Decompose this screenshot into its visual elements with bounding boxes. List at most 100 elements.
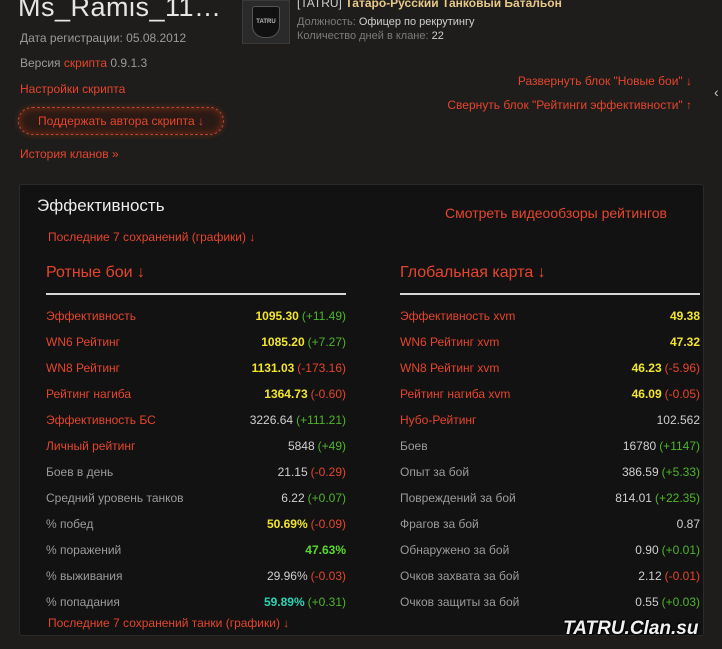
stat-row: Боев в день 21.15 (-0.29) [46, 459, 346, 485]
stat-value: 21.15 [277, 465, 308, 479]
stat-delta: (+5.33) [661, 465, 700, 479]
site-watermark: TATRU.Clan.su [563, 618, 699, 639]
stat-row: % попадания 59.89% (+0.31) [46, 589, 346, 615]
stat-label[interactable]: Эффективность БС [46, 413, 156, 427]
stat-delta: (+0.01) [661, 543, 700, 557]
stat-value: 5848 [287, 439, 315, 453]
company-divider [46, 293, 346, 295]
stat-value: 0.90 [635, 543, 659, 557]
stat-delta: (-0.09) [310, 517, 346, 531]
stat-row: % поражений 47.63% [46, 537, 346, 563]
global-map-title[interactable]: Глобальная карта ↓ [400, 264, 546, 281]
stat-label: Фрагов за бой [400, 517, 479, 531]
stat-label: Повреждений за бой [400, 491, 516, 505]
stat-delta: (-0.03) [310, 569, 346, 583]
stat-value: 1095.30 [255, 309, 299, 323]
stat-value: 49.38 [669, 309, 700, 323]
stat-delta: (+11.49) [301, 309, 346, 323]
stat-delta: (-5.96) [664, 361, 700, 375]
stat-label: Опыт за бой [400, 465, 470, 479]
stat-label[interactable]: Рейтинг нагиба xvm [400, 387, 511, 401]
stat-row: Средний уровень танков 6.22 (+0.07) [46, 485, 346, 511]
stat-row: Боев 16780 (+1147) [400, 433, 700, 459]
stat-label[interactable]: Личный рейтинг [46, 439, 136, 453]
expand-new-battles-link[interactable]: Развернуть блок "Новые бои" ↓ [517, 74, 692, 88]
player-name: Ms_Ramis_11… [18, 0, 222, 22]
stat-value: 1364.73 [264, 387, 308, 401]
stat-value: 47.32 [669, 335, 700, 349]
stat-delta: (+0.07) [307, 491, 346, 505]
stat-value: 1131.03 [251, 361, 295, 375]
stat-row: Очков защиты за бой 0.55 (+0.03) [400, 589, 700, 615]
stat-delta: (-173.16) [297, 361, 346, 375]
stat-row: WN8 Рейтинг xvm 46.23 (-5.96) [400, 355, 700, 381]
efficiency-title: Эффективность [37, 196, 165, 215]
stat-row: Очков захвата за бой 2.12 (-0.01) [400, 563, 700, 589]
chevron-left-icon: ‹ [714, 84, 719, 100]
stat-value: 814.01 [615, 491, 652, 505]
stat-label: Боев [400, 439, 428, 453]
stat-label[interactable]: Рейтинг нагиба [46, 387, 132, 401]
stat-label: % поражений [46, 543, 122, 557]
script-link[interactable]: скрипта [63, 56, 108, 70]
stat-row: Повреждений за бой 814.01 (+22.35) [400, 485, 700, 511]
stat-row: Эффективность xvm 49.38 [400, 303, 700, 329]
clan-emblem[interactable]: TATRU [242, 0, 290, 44]
clan-position: Должность: Офицер по рекрутингу [297, 16, 475, 28]
video-reviews-link[interactable]: Смотреть видеообзоры рейтингов [445, 205, 667, 221]
stat-label[interactable]: Нубо-Рейтинг [400, 413, 477, 427]
stat-delta: (+49) [317, 439, 346, 453]
clan-days: Количество дней в клане: 22 [297, 30, 444, 42]
stat-row: WN8 Рейтинг 1131.03 (-173.16) [46, 355, 346, 381]
stat-row: Эффективность 1095.30 (+11.49) [46, 303, 346, 329]
stat-row: Личный рейтинг 5848 (+49) [46, 433, 346, 459]
clan-shield-icon: TATRU [252, 6, 280, 38]
stat-row: Рейтинг нагиба xvm 46.09 (-0.05) [400, 381, 700, 407]
stat-label[interactable]: WN6 Рейтинг [46, 335, 121, 349]
script-settings-link[interactable]: Настройки скрипта [20, 82, 126, 96]
stat-label[interactable]: Эффективность [46, 309, 137, 323]
stat-value: 2.12 [638, 569, 662, 583]
stat-value: 29.96% [266, 569, 308, 583]
stat-label: % попадания [46, 595, 120, 609]
stat-value: 59.89% [263, 595, 305, 609]
stat-row: Опыт за бой 386.59 (+5.33) [400, 459, 700, 485]
clan-title[interactable]: [TATRU] Татаро-Русский Танковый Батальон [297, 0, 562, 10]
last-saves-charts-link[interactable]: Последние 7 сохранений (графики) ↓ [48, 230, 256, 244]
registration-date: Дата регистрации: 05.08.2012 [20, 31, 187, 45]
stat-row: Обнаружено за бой 0.90 (+0.01) [400, 537, 700, 563]
stat-label[interactable]: Эффективность xvm [400, 309, 516, 323]
stat-delta: (+0.03) [661, 595, 700, 609]
collapse-ratings-link[interactable]: Свернуть блок "Рейтинги эффективности" ↑ [447, 98, 692, 112]
stat-row: % побед 50.69% (-0.09) [46, 511, 346, 537]
stat-value: 46.23 [631, 361, 662, 375]
support-author-button[interactable]: Поддержать автора скрипта ↓ [18, 107, 224, 135]
stat-delta: (-0.01) [664, 569, 700, 583]
stat-row: Нубо-Рейтинг 102.562 [400, 407, 700, 433]
stat-label: Очков защиты за бой [400, 595, 520, 609]
stat-label: % выживания [46, 569, 123, 583]
efficiency-panel [19, 184, 704, 636]
clan-history-link[interactable]: История кланов » [20, 147, 119, 161]
stat-label[interactable]: WN6 Рейтинг xvm [400, 335, 500, 349]
stat-value: 46.09 [631, 387, 662, 401]
stat-value: 0.87 [676, 517, 700, 531]
last-saves-tanks-charts-link[interactable]: Последние 7 сохранений танки (графики) ↓ [48, 616, 290, 630]
clan-tag: [TATRU] [297, 0, 342, 10]
stat-label[interactable]: WN8 Рейтинг xvm [400, 361, 500, 375]
stat-label: Средний уровень танков [46, 491, 184, 505]
stat-label: Обнаружено за бой [400, 543, 510, 557]
stat-label: Боев в день [46, 465, 114, 479]
stat-row: Рейтинг нагиба 1364.73 (-0.60) [46, 381, 346, 407]
stat-label: Очков захвата за бой [400, 569, 520, 583]
stat-row: Эффективность БС 3226.64 (+111.21) [46, 407, 346, 433]
stat-value: 6.22 [281, 491, 305, 505]
stat-row: WN6 Рейтинг xvm 47.32 [400, 329, 700, 355]
stat-delta: (-0.60) [310, 387, 346, 401]
stat-label[interactable]: WN8 Рейтинг [46, 361, 121, 375]
stat-value: 47.63% [305, 543, 346, 557]
company-battles-title[interactable]: Ротные бои ↓ [46, 264, 145, 281]
script-version: Версия скрипта 0.9.1.3 [20, 56, 148, 70]
stat-row: % выживания 29.96% (-0.03) [46, 563, 346, 589]
stat-value: 386.59 [621, 465, 659, 479]
